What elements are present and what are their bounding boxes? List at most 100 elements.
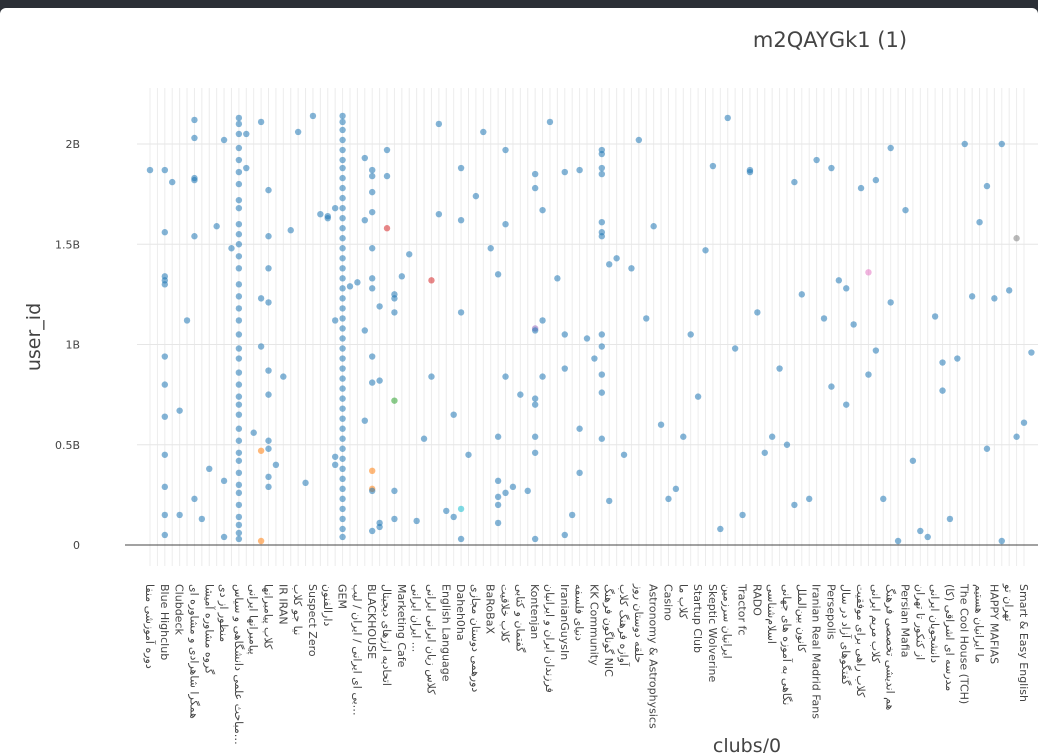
data-point[interactable] (161, 511, 169, 519)
data-point[interactable] (457, 216, 465, 224)
data-point[interactable] (576, 166, 583, 174)
data-point[interactable] (317, 210, 324, 218)
data-point[interactable] (924, 533, 931, 541)
data-point[interactable] (457, 309, 465, 316)
data-point[interactable] (998, 537, 1005, 545)
data-point[interactable] (376, 377, 383, 384)
data-point[interactable] (331, 204, 339, 212)
data-point[interactable] (176, 407, 183, 414)
data-point[interactable] (598, 389, 606, 396)
data-point[interactable] (576, 469, 583, 477)
data-point[interactable] (235, 381, 243, 388)
data-point[interactable] (450, 411, 457, 418)
data-point[interactable] (161, 281, 169, 288)
data-point[interactable] (339, 445, 346, 452)
data-point[interactable] (206, 465, 213, 473)
data-point[interactable] (265, 265, 272, 272)
data-point[interactable] (872, 176, 880, 184)
data-point[interactable] (191, 176, 198, 184)
data-point[interactable] (494, 493, 502, 501)
data-point[interactable] (235, 411, 243, 418)
data-point[interactable] (828, 164, 835, 172)
data-point[interactable] (369, 188, 376, 196)
data-point[interactable] (406, 251, 413, 258)
data-point[interactable] (235, 196, 243, 204)
data-point[interactable] (339, 255, 346, 262)
data-point[interactable] (257, 295, 265, 302)
data-point[interactable] (265, 391, 272, 398)
data-point[interactable] (146, 166, 154, 174)
data-point[interactable] (339, 194, 346, 202)
data-point[interactable] (820, 315, 828, 322)
data-point[interactable] (272, 461, 280, 468)
data-point[interactable] (339, 245, 346, 252)
data-point[interactable] (220, 477, 228, 485)
data-point[interactable] (561, 365, 568, 372)
data-point[interactable] (235, 457, 243, 464)
data-point[interactable] (902, 206, 909, 214)
data-point[interactable] (480, 128, 487, 136)
data-point[interactable] (339, 395, 346, 402)
data-point[interactable] (235, 305, 243, 312)
data-point[interactable] (339, 225, 346, 232)
data-point[interactable] (539, 317, 546, 324)
data-point[interactable] (791, 501, 798, 509)
data-point[interactable] (457, 164, 465, 172)
data-point[interactable] (235, 529, 243, 537)
data-point[interactable] (880, 495, 887, 503)
data-point[interactable] (976, 218, 983, 226)
data-point[interactable] (302, 479, 309, 487)
data-point[interactable] (531, 327, 539, 334)
data-point[interactable] (161, 166, 169, 174)
data-point[interactable] (235, 513, 243, 521)
data-point[interactable] (235, 449, 243, 456)
data-point[interactable] (391, 515, 398, 523)
data-point[interactable] (250, 429, 257, 436)
data-point[interactable] (857, 184, 865, 192)
data-point[interactable] (235, 535, 243, 543)
data-point[interactable] (339, 265, 346, 272)
data-point[interactable] (339, 275, 346, 282)
data-point[interactable] (235, 241, 243, 248)
data-point[interactable] (598, 218, 606, 226)
data-point[interactable] (494, 477, 502, 485)
data-point[interactable] (183, 317, 191, 324)
data-point[interactable] (339, 505, 346, 513)
data-point[interactable] (331, 453, 339, 460)
data-point[interactable] (872, 347, 880, 354)
data-point[interactable] (931, 313, 939, 320)
data-point[interactable] (517, 391, 524, 398)
data-point[interactable] (339, 365, 346, 372)
data-point[interactable] (554, 275, 561, 282)
data-point[interactable] (494, 271, 502, 278)
data-point[interactable] (702, 247, 709, 254)
data-point[interactable] (576, 425, 583, 432)
data-point[interactable] (339, 126, 346, 134)
data-point[interactable] (909, 457, 917, 464)
data-point[interactable] (265, 299, 272, 306)
data-point[interactable] (339, 214, 346, 222)
data-point[interactable] (191, 233, 198, 240)
data-point[interactable] (465, 451, 472, 458)
data-point[interactable] (339, 204, 346, 212)
data-point[interactable] (294, 128, 302, 136)
data-point[interactable] (494, 519, 502, 527)
data-point[interactable] (954, 355, 961, 362)
data-point[interactable] (339, 385, 346, 392)
data-point[interactable] (235, 120, 243, 128)
data-point[interactable] (339, 295, 346, 302)
data-point[interactable] (843, 401, 850, 408)
data-point[interactable] (383, 172, 391, 180)
data-point[interactable] (568, 511, 576, 519)
data-point[interactable] (235, 501, 243, 509)
data-point[interactable] (235, 204, 243, 212)
data-point[interactable] (161, 381, 169, 388)
data-point[interactable] (354, 279, 361, 286)
data-point[interactable] (983, 182, 991, 190)
data-point[interactable] (369, 527, 376, 535)
data-point[interactable] (376, 303, 383, 310)
data-point[interactable] (361, 216, 368, 224)
data-point[interactable] (939, 359, 946, 366)
data-point[interactable] (235, 401, 243, 408)
data-point[interactable] (717, 525, 724, 533)
